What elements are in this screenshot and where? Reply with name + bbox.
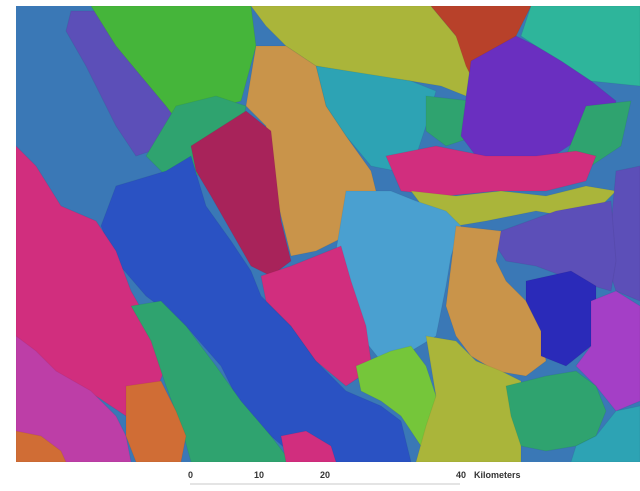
map-region	[125, 380, 187, 462]
scale-tick-10: 10	[254, 470, 265, 480]
map-region	[570, 405, 640, 462]
map-region	[565, 100, 632, 167]
scale-unit-label: Kilometers	[474, 470, 521, 480]
map-region	[130, 300, 292, 462]
scale-line	[190, 483, 460, 485]
zone-map	[16, 6, 640, 462]
map-region	[16, 335, 132, 462]
map-region	[280, 430, 337, 462]
scale-bar: 0 10 20 40 Kilometers	[0, 470, 640, 488]
scale-tick-20: 20	[320, 470, 331, 480]
map-region	[16, 430, 67, 462]
map-region	[445, 225, 547, 377]
scale-tick-40: 40	[456, 470, 467, 480]
zone-map-canvas	[16, 6, 640, 462]
map-region	[190, 110, 292, 277]
map-region	[525, 270, 597, 367]
scale-tick-0: 0	[188, 470, 194, 480]
